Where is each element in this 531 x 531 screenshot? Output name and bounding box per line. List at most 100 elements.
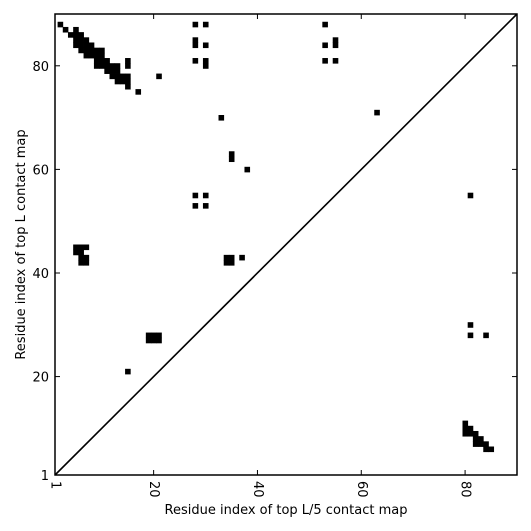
contact-cell-upper — [83, 42, 90, 49]
contact-cell-upper — [88, 42, 95, 49]
contact-cell-upper — [156, 73, 162, 80]
contact-cell-upper — [202, 63, 209, 69]
x-tick-label: 1 — [48, 481, 63, 489]
contact-cell-upper — [99, 58, 105, 64]
y-tick-label: 1 — [41, 469, 49, 484]
y-tick-label: 60 — [32, 163, 49, 178]
contact-cell-upper — [228, 151, 235, 157]
contact-cell-lower — [483, 332, 489, 339]
contact-cell-upper — [57, 21, 64, 28]
contact-cell-lower — [472, 441, 479, 447]
contact-cell-upper — [93, 52, 100, 59]
y-tick-label: 80 — [32, 60, 49, 75]
contact-cell-upper — [114, 63, 121, 69]
contact-cell-upper — [244, 166, 251, 173]
y-axis-label: Residue index of top L contact map — [14, 129, 29, 359]
contact-cell-upper — [78, 47, 84, 54]
contact-cell-lower — [488, 446, 495, 453]
contact-cell-upper — [228, 156, 235, 163]
contact-cell-lower — [467, 192, 474, 199]
contact-cell-upper — [192, 58, 199, 64]
contact-cell-upper — [104, 58, 110, 64]
contact-cell-upper — [202, 42, 209, 49]
contact-cell-upper — [202, 21, 209, 28]
contact-cell-upper — [93, 63, 100, 69]
contact-cell-upper — [73, 244, 79, 251]
contact-cell-upper — [73, 26, 79, 33]
contact-cell-upper — [83, 254, 90, 261]
y-tick-label: 40 — [32, 267, 49, 282]
contact-cell-upper — [93, 47, 100, 54]
x-tick-label: 80 — [458, 481, 473, 498]
contact-cell-upper — [73, 42, 79, 49]
plot-frame — [54, 13, 518, 476]
contact-cell-upper — [78, 254, 84, 261]
x-axis-label: Residue index of top L/5 contact map — [165, 503, 408, 518]
contact-cell-upper — [202, 203, 209, 209]
contact-cell-upper — [109, 63, 116, 69]
x-tick-label: 20 — [146, 481, 161, 498]
contact-cell-lower — [462, 425, 469, 432]
contact-cell-upper — [83, 244, 90, 251]
contact-cell-upper — [228, 260, 235, 266]
x-tick-label: 60 — [354, 481, 369, 498]
contact-cell-upper — [223, 254, 230, 261]
contact-cell-upper — [99, 63, 105, 69]
contact-cell-upper — [125, 78, 131, 85]
contact-cell-upper — [83, 37, 90, 43]
contact-cell-upper — [78, 37, 84, 43]
y-tick-label: 20 — [32, 371, 49, 386]
contact-cell-upper — [202, 58, 209, 64]
contact-cell-upper — [145, 337, 152, 344]
contact-cell-upper — [78, 32, 84, 38]
contact-cell-upper — [156, 332, 162, 339]
contact-cell-upper — [374, 109, 380, 116]
contact-cell-lower — [467, 322, 474, 328]
contact-cell-upper — [119, 73, 126, 80]
contact-cell-upper — [119, 78, 126, 85]
contact-cell-upper — [332, 42, 339, 49]
contact-cell-upper — [99, 52, 105, 59]
contact-cell-upper — [109, 68, 116, 74]
contact-cell-upper — [83, 47, 90, 54]
contact-cell-upper — [67, 32, 74, 38]
contact-cell-upper — [78, 244, 84, 251]
contact-cell-upper — [332, 58, 339, 64]
contact-cell-lower — [462, 430, 469, 437]
contact-cell-upper — [73, 249, 79, 256]
contact-cell-upper — [228, 254, 235, 261]
contact-cell-upper — [104, 63, 110, 69]
contact-points — [57, 21, 495, 453]
contact-cell-upper — [145, 332, 152, 339]
contact-cell-upper — [114, 68, 121, 74]
contact-cell-upper — [151, 332, 157, 339]
contact-cell-upper — [125, 73, 131, 80]
contact-cell-upper — [125, 83, 131, 90]
contact-cell-upper — [88, 52, 95, 59]
contact-cell-upper — [88, 47, 95, 54]
contact-cell-upper — [156, 337, 162, 344]
contact-cell-upper — [218, 115, 225, 121]
contact-cell-upper — [78, 260, 84, 266]
contact-cell-upper — [109, 73, 116, 80]
contact-cell-lower — [467, 430, 474, 437]
contact-cell-upper — [83, 260, 90, 266]
contact-cell-upper — [192, 203, 199, 209]
contact-cell-upper — [125, 368, 131, 375]
contact-cell-upper — [322, 21, 328, 28]
contact-cell-upper — [114, 78, 121, 85]
contact-cell-upper — [125, 58, 131, 64]
contact-cell-upper — [135, 89, 142, 95]
contact-cell-upper — [125, 63, 131, 69]
contact-cell-upper — [73, 32, 79, 38]
contact-cell-upper — [322, 58, 328, 64]
contact-cell-upper — [192, 192, 199, 199]
contact-cell-lower — [478, 436, 484, 442]
contact-cell-upper — [104, 68, 110, 74]
contact-cell-upper — [151, 337, 157, 344]
contact-cell-lower — [462, 420, 469, 427]
contact-cell-upper — [239, 254, 245, 261]
contact-cell-upper — [78, 42, 84, 49]
x-axis-ticks: 1 20 40 60 80 — [48, 14, 473, 498]
